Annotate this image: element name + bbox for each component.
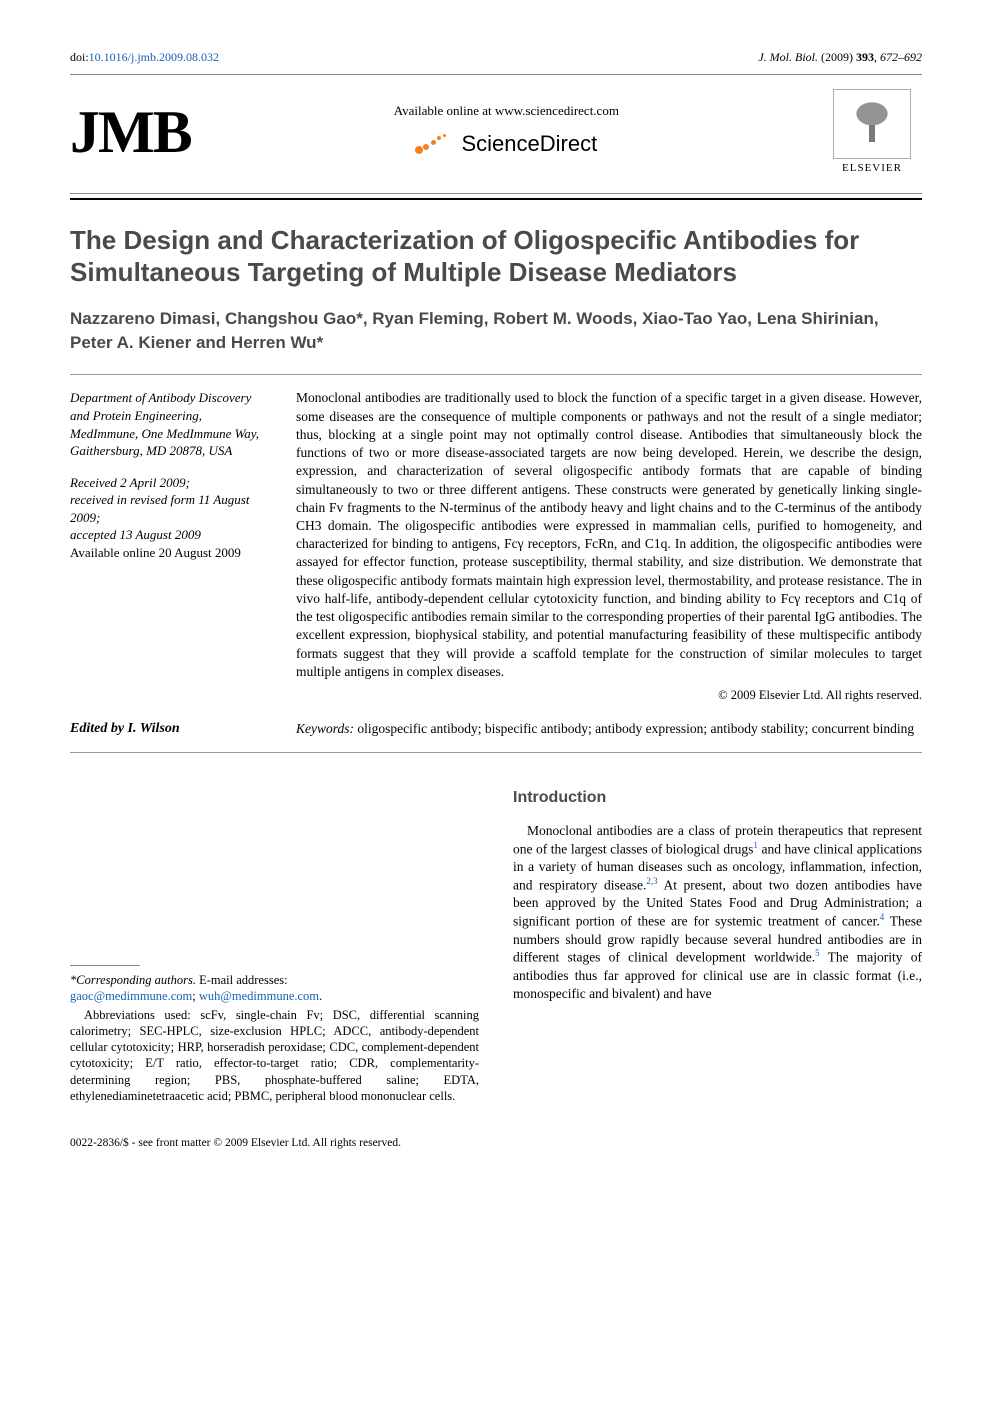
- corresponding-authors: *Corresponding authors. E-mail addresses…: [70, 972, 479, 1005]
- left-column: *Corresponding authors. E-mail addresses…: [70, 787, 479, 1104]
- ref-2-3[interactable]: 2,3: [646, 876, 657, 886]
- masthead-rule-1: [70, 193, 922, 194]
- email-period: .: [319, 989, 322, 1003]
- email-link-1[interactable]: gaoc@medimmune.com: [70, 989, 192, 1003]
- elsevier-tree-icon: [833, 89, 911, 159]
- abbreviations: Abbreviations used: scFv, single-chain F…: [70, 1007, 479, 1105]
- keywords-row: Edited by I. Wilson Keywords: oligospeci…: [70, 720, 922, 738]
- keywords-label: Keywords:: [296, 721, 354, 736]
- abstract-copyright: © 2009 Elsevier Ltd. All rights reserved…: [296, 687, 922, 704]
- abstract-text: Monoclonal antibodies are traditionally …: [296, 389, 922, 681]
- elsevier-logo-block: ELSEVIER: [822, 89, 922, 175]
- citation-journal: J. Mol. Biol.: [758, 50, 818, 64]
- citation: J. Mol. Biol. (2009) 393, 672–692: [758, 50, 922, 66]
- citation-volume: 393: [856, 50, 874, 64]
- affiliation: Department of Antibody Discovery and Pro…: [70, 389, 270, 459]
- citation-year: (2009): [818, 50, 856, 64]
- title-rule: [70, 374, 922, 375]
- masthead-center: Available online at www.sciencedirect.co…: [211, 103, 802, 160]
- meta-column: Department of Antibody Discovery and Pro…: [70, 389, 270, 703]
- date-revised: received in revised form 11 August 2009;: [70, 491, 270, 526]
- abstract-column: Monoclonal antibodies are traditionally …: [296, 389, 922, 703]
- article-dates: Received 2 April 2009; received in revis…: [70, 474, 270, 562]
- sciencedirect-text: ScienceDirect: [461, 130, 597, 159]
- editor: Edited by I. Wilson: [70, 720, 270, 738]
- header-rule: [70, 74, 922, 75]
- keywords-rule: [70, 752, 922, 753]
- right-column: Introduction Monoclonal antibodies are a…: [513, 787, 922, 1104]
- email-link-2[interactable]: wuh@medimmune.com: [199, 989, 319, 1003]
- article-authors: Nazzareno Dimasi, Changshou Gao*, Ryan F…: [70, 307, 922, 355]
- page-footer: 0022-2836/$ - see front matter © 2009 El…: [70, 1136, 922, 1151]
- article-title: The Design and Characterization of Oligo…: [70, 224, 922, 289]
- footnote-rule: [70, 965, 140, 966]
- date-received: Received 2 April 2009;: [70, 474, 270, 492]
- available-online-text: Available online at www.sciencedirect.co…: [211, 103, 802, 120]
- sciencedirect-icon: [415, 134, 451, 154]
- body-columns: *Corresponding authors. E-mail addresses…: [70, 787, 922, 1104]
- doi-link[interactable]: 10.1016/j.jmb.2009.08.032: [89, 50, 219, 64]
- keywords-text: oligospecific antibody; bispecific antib…: [354, 721, 914, 736]
- masthead-rule-2: [70, 198, 922, 200]
- citation-pages: , 672–692: [874, 50, 922, 64]
- corr-label: *Corresponding authors.: [70, 973, 196, 987]
- jmb-logo: JMB: [70, 93, 191, 171]
- masthead: JMB Available online at www.sciencedirec…: [70, 79, 922, 189]
- introduction-heading: Introduction: [513, 787, 922, 808]
- email-label: E-mail addresses:: [196, 973, 288, 987]
- doi: doi:10.1016/j.jmb.2009.08.032: [70, 50, 219, 66]
- email-sep: ;: [192, 989, 199, 1003]
- elsevier-label: ELSEVIER: [822, 161, 922, 175]
- sciencedirect-logo: ScienceDirect: [415, 130, 597, 159]
- introduction-body: Monoclonal antibodies are a class of pro…: [513, 822, 922, 1002]
- date-online: Available online 20 August 2009: [70, 544, 270, 562]
- keywords: Keywords: oligospecific antibody; bispec…: [296, 720, 922, 738]
- left-column-spacer: [70, 787, 479, 965]
- page-header: doi:10.1016/j.jmb.2009.08.032 J. Mol. Bi…: [70, 50, 922, 66]
- date-accepted: accepted 13 August 2009: [70, 526, 270, 544]
- footnotes: *Corresponding authors. E-mail addresses…: [70, 972, 479, 1104]
- intro-paragraph: Monoclonal antibodies are a class of pro…: [513, 822, 922, 1002]
- meta-abstract-row: Department of Antibody Discovery and Pro…: [70, 389, 922, 703]
- doi-prefix: doi:: [70, 50, 89, 64]
